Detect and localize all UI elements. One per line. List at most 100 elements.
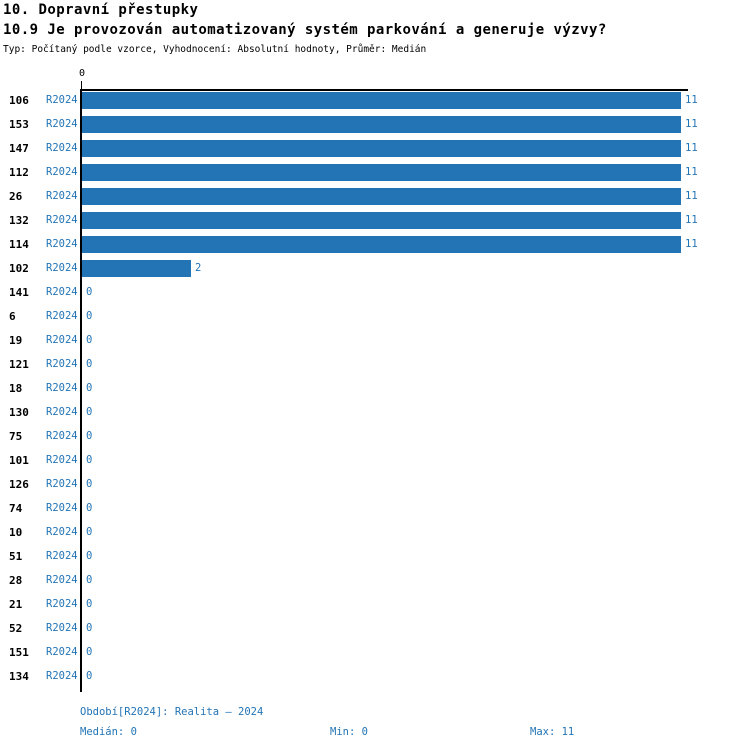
- bar-value-label: 0: [86, 310, 93, 322]
- bar: [82, 188, 681, 205]
- row-period-label: R2024: [46, 310, 78, 322]
- row-period-label: R2024: [46, 622, 78, 634]
- row-period-label: R2024: [46, 406, 78, 418]
- row-period-label: R2024: [46, 430, 78, 442]
- bar: [82, 92, 681, 109]
- row-period-label: R2024: [46, 142, 78, 154]
- chart-row: 102 R2024 2: [0, 260, 750, 277]
- row-id-label: 112: [9, 166, 29, 179]
- chart-row: 153 R2024 11: [0, 116, 750, 133]
- chart-row: 101 R2024 0: [0, 452, 750, 469]
- row-id-label: 18: [9, 382, 23, 395]
- bar-value-label: 0: [86, 502, 93, 514]
- row-id-label: 114: [9, 238, 29, 251]
- chart-row: 141 R2024 0: [0, 284, 750, 301]
- bar-value-label: 11: [685, 166, 698, 178]
- row-period-label: R2024: [46, 262, 78, 274]
- row-period-label: R2024: [46, 454, 78, 466]
- row-id-label: 19: [9, 334, 23, 347]
- question-title: 10.9 Je provozován automatizovaný systém…: [3, 22, 607, 38]
- page-title: 10. Dopravní přestupky: [3, 2, 199, 18]
- row-period-label: R2024: [46, 598, 78, 610]
- row-period-label: R2024: [46, 334, 78, 346]
- row-id-label: 74: [9, 502, 23, 515]
- row-id-label: 121: [9, 358, 29, 371]
- chart-row: 74 R2024 0: [0, 500, 750, 517]
- bar-value-label: 0: [86, 550, 93, 562]
- row-period-label: R2024: [46, 358, 78, 370]
- row-id-label: 101: [9, 454, 29, 467]
- bar: [82, 212, 681, 229]
- row-id-label: 130: [9, 406, 29, 419]
- row-period-label: R2024: [46, 238, 78, 250]
- chart-row: 114 R2024 11: [0, 236, 750, 253]
- row-id-label: 102: [9, 262, 29, 275]
- row-period-label: R2024: [46, 214, 78, 226]
- chart-row: 134 R2024 0: [0, 668, 750, 685]
- row-id-label: 21: [9, 598, 23, 611]
- chart-row: 26 R2024 11: [0, 188, 750, 205]
- row-period-label: R2024: [46, 478, 78, 490]
- row-period-label: R2024: [46, 550, 78, 562]
- bar: [82, 164, 681, 181]
- row-id-label: 52: [9, 622, 23, 635]
- bar-value-label: 11: [685, 238, 698, 250]
- row-id-label: 6: [9, 310, 16, 323]
- bar-value-label: 0: [86, 334, 93, 346]
- chart-row: 106 R2024 11: [0, 92, 750, 109]
- bar-value-label: 0: [86, 478, 93, 490]
- chart-row: 51 R2024 0: [0, 548, 750, 565]
- row-period-label: R2024: [46, 286, 78, 298]
- row-id-label: 106: [9, 94, 29, 107]
- row-id-label: 10: [9, 526, 23, 539]
- row-id-label: 141: [9, 286, 29, 299]
- chart-row: 6 R2024 0: [0, 308, 750, 325]
- bar: [82, 116, 681, 133]
- row-id-label: 51: [9, 550, 23, 563]
- chart-row: 121 R2024 0: [0, 356, 750, 373]
- chart-meta-line: Typ: Počítaný podle vzorce, Vyhodnocení:…: [3, 44, 427, 55]
- y-axis-line: [79, 89, 82, 692]
- bar-value-label: 0: [86, 526, 93, 538]
- bar: [82, 260, 191, 277]
- max-stat: Max: 11: [530, 726, 575, 738]
- row-id-label: 28: [9, 574, 23, 587]
- row-period-label: R2024: [46, 574, 78, 586]
- chart-row: 21 R2024 0: [0, 596, 750, 613]
- row-period-label: R2024: [46, 190, 78, 202]
- chart-row: 75 R2024 0: [0, 428, 750, 445]
- bar-value-label: 11: [685, 94, 698, 106]
- bar-value-label: 0: [86, 382, 93, 394]
- chart-row: 132 R2024 11: [0, 212, 750, 229]
- bar-value-label: 11: [685, 190, 698, 202]
- row-id-label: 134: [9, 670, 29, 683]
- chart-row: 130 R2024 0: [0, 404, 750, 421]
- chart-row: 28 R2024 0: [0, 572, 750, 589]
- period-legend: Období[R2024]: Realita – 2024: [80, 706, 264, 718]
- bar-value-label: 0: [86, 598, 93, 610]
- bar-value-label: 11: [685, 142, 698, 154]
- chart-row: 19 R2024 0: [0, 332, 750, 349]
- row-id-label: 132: [9, 214, 29, 227]
- chart-row: 151 R2024 0: [0, 644, 750, 661]
- row-id-label: 75: [9, 430, 23, 443]
- median-stat: Medián: 0: [80, 726, 137, 738]
- row-id-label: 151: [9, 646, 29, 659]
- row-period-label: R2024: [46, 166, 78, 178]
- row-period-label: R2024: [46, 526, 78, 538]
- x-axis-line: [80, 89, 688, 91]
- bar-value-label: 0: [86, 574, 93, 586]
- chart-row: 18 R2024 0: [0, 380, 750, 397]
- bar: [82, 140, 681, 157]
- min-stat: Min: 0: [330, 726, 368, 738]
- bar-value-label: 0: [86, 286, 93, 298]
- row-period-label: R2024: [46, 646, 78, 658]
- bar-value-label: 0: [86, 358, 93, 370]
- row-period-label: R2024: [46, 94, 78, 106]
- bar-value-label: 0: [86, 406, 93, 418]
- chart-row: 126 R2024 0: [0, 476, 750, 493]
- row-id-label: 126: [9, 478, 29, 491]
- bar: [82, 236, 681, 253]
- bar-value-label: 0: [86, 454, 93, 466]
